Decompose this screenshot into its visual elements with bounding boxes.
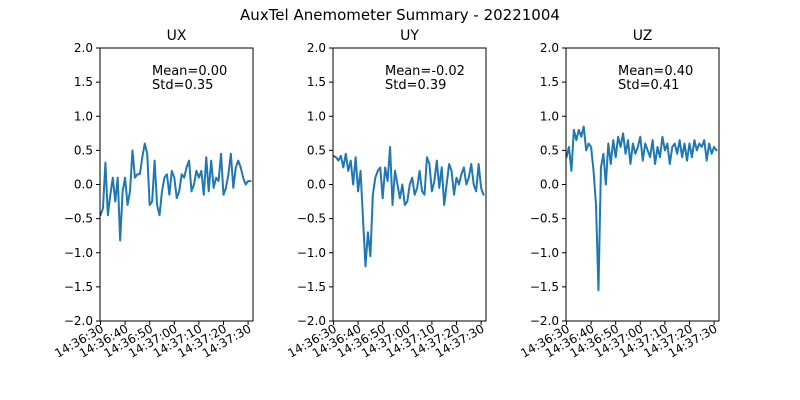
y-tick-label: −1.5 <box>297 280 326 294</box>
y-tick-label: 0.5 <box>307 143 326 157</box>
std-annotation: Std=0.41 <box>618 78 679 93</box>
y-tick-label: −0.5 <box>530 212 559 226</box>
y-tick-label: −2.0 <box>64 314 93 328</box>
subplot-title: UX <box>167 28 187 44</box>
y-tick-label: 1.5 <box>74 75 93 89</box>
mean-annotation: Mean=-0.02 <box>385 64 465 79</box>
y-tick-label: −0.5 <box>64 212 93 226</box>
mean-annotation: Mean=0.40 <box>618 64 693 79</box>
y-tick-label: −1.0 <box>297 246 326 260</box>
subplot-uz: UZ−2.0−1.5−1.0−0.50.00.51.01.52.014:36:3… <box>518 28 719 361</box>
subplots: UX−2.0−1.5−1.0−0.50.00.51.01.52.014:36:3… <box>52 28 719 361</box>
y-tick-label: 0.0 <box>74 178 93 192</box>
y-tick-label: 0.0 <box>307 178 326 192</box>
series-line <box>565 125 718 292</box>
y-tick-label: −1.0 <box>530 246 559 260</box>
y-tick-label: −0.5 <box>297 212 326 226</box>
subplot-title: UZ <box>633 28 653 44</box>
subplot-ux: UX−2.0−1.5−1.0−0.50.00.51.01.52.014:36:3… <box>52 28 253 361</box>
y-tick-label: 0.5 <box>74 143 93 157</box>
y-tick-label: 2.0 <box>307 41 326 55</box>
y-tick-label: 2.0 <box>74 41 93 55</box>
y-tick-label: 1.0 <box>307 109 326 123</box>
figure-suptitle: AuxTel Anemometer Summary - 20221004 <box>240 6 560 24</box>
y-tick-label: 1.5 <box>540 75 559 89</box>
y-tick-label: 1.5 <box>307 75 326 89</box>
y-tick-label: 2.0 <box>540 41 559 55</box>
series-line <box>99 142 252 242</box>
mean-annotation: Mean=0.00 <box>152 64 227 79</box>
y-tick-label: 1.0 <box>74 109 93 123</box>
y-tick-label: −1.5 <box>64 280 93 294</box>
y-tick-label: −2.0 <box>530 314 559 328</box>
y-tick-label: 0.5 <box>540 143 559 157</box>
y-tick-label: 1.0 <box>540 109 559 123</box>
subplot-uy: UY−2.0−1.5−1.0−0.50.00.51.01.52.014:36:3… <box>285 28 486 361</box>
subplot-title: UY <box>400 28 419 44</box>
y-tick-label: −2.0 <box>297 314 326 328</box>
std-annotation: Std=0.35 <box>152 78 213 93</box>
y-tick-label: 0.0 <box>540 178 559 192</box>
std-annotation: Std=0.39 <box>385 78 446 93</box>
y-tick-label: −1.0 <box>64 246 93 260</box>
series-line <box>332 145 485 268</box>
y-tick-label: −1.5 <box>530 280 559 294</box>
